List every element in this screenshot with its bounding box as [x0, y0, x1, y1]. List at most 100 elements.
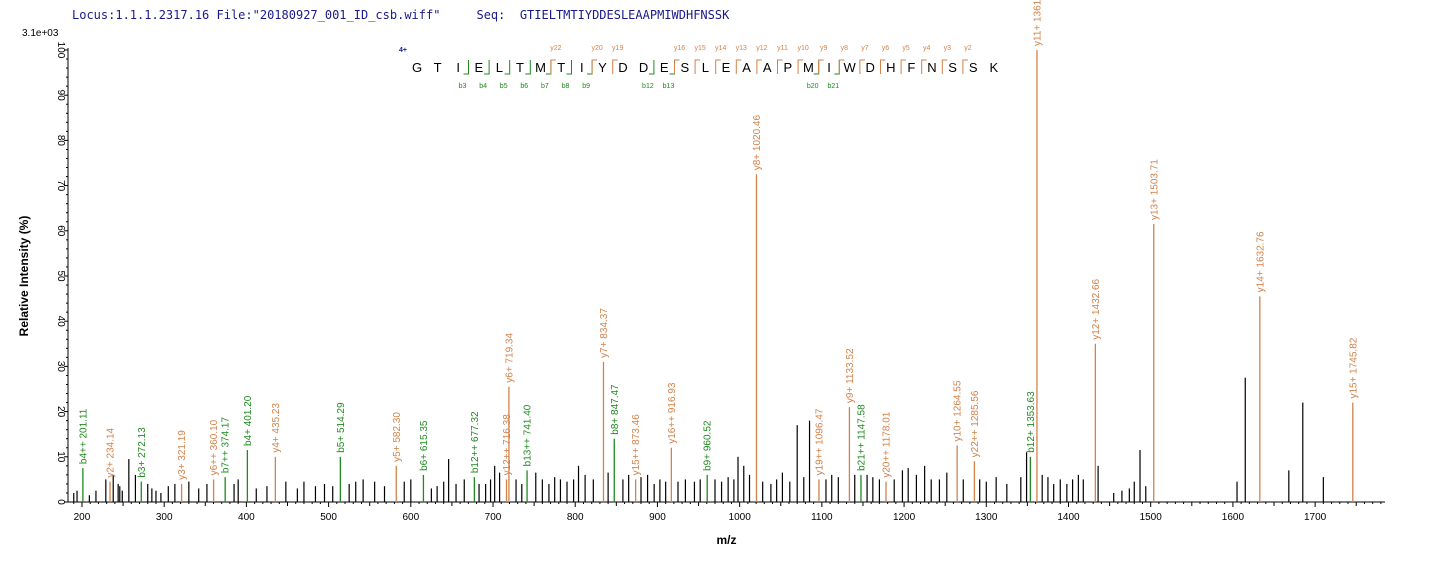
- peak-label: y8+ 1020.46: [752, 115, 763, 171]
- x-tick-label: 600: [402, 512, 419, 523]
- peak-label: y9+ 1133.52: [845, 348, 856, 403]
- peak-label: y10+ 1264.55: [953, 380, 964, 441]
- x-tick-label: 1000: [729, 512, 752, 523]
- y-tick-label: 20: [55, 406, 66, 418]
- b-ion-bracket: [484, 60, 490, 75]
- b-ion-label: b3: [459, 83, 467, 90]
- x-tick-label: 300: [156, 512, 173, 523]
- x-tick-label: 1400: [1057, 512, 1080, 523]
- y-ion-bracket: [674, 59, 680, 74]
- y-ion-bracket: [612, 59, 618, 74]
- sequence-residue: M: [535, 60, 546, 75]
- x-tick-label: 1700: [1304, 512, 1327, 523]
- y-ion-label: y22: [550, 45, 561, 52]
- x-tick-label: 400: [238, 512, 255, 523]
- b-ion-label: b21: [827, 83, 839, 90]
- y-ion-label: y3: [944, 45, 952, 52]
- y-tick-label: 50: [55, 270, 66, 282]
- peak-label: y15++ 873.46: [631, 414, 642, 476]
- peak-label: b6+ 615.35: [419, 420, 430, 471]
- x-tick-label: 1100: [811, 512, 833, 523]
- y-ion-bracket: [797, 59, 804, 74]
- y-ion-label: y8: [841, 45, 849, 52]
- sequence-residue: L: [702, 60, 709, 75]
- y-ion-label: y5: [902, 45, 910, 52]
- b-ion-bracket: [463, 60, 469, 75]
- sequence-residue: D: [618, 60, 627, 75]
- spectrum-header: Locus:1.1.1.2317.16 File:"20180927_001_I…: [72, 8, 729, 22]
- y-ion-label: y6: [882, 45, 890, 52]
- y-ion-label: y15: [694, 45, 705, 52]
- y-ion-label: y14: [715, 45, 726, 52]
- b-ion-bracket: [545, 60, 552, 75]
- y-tick-label: 10: [55, 451, 66, 463]
- sequence-residue: N: [927, 60, 936, 75]
- peak-label: b12++ 677.32: [470, 411, 481, 473]
- sequence-residue: H: [886, 60, 895, 75]
- b-ion-label: b5: [500, 83, 508, 90]
- y-ion-label: y20: [591, 45, 602, 52]
- b-ion-label: b7: [541, 83, 549, 90]
- peak-label: y6++ 360.10: [209, 419, 220, 475]
- sequence-residue: Y: [598, 60, 607, 75]
- y-ion-bracket: [756, 59, 762, 74]
- sequence-residue: W: [843, 60, 856, 75]
- y-ion-label: y16: [674, 45, 685, 52]
- sequence-residue: A: [742, 60, 751, 75]
- peak-label: y2+ 234.14: [106, 427, 117, 477]
- peak-label: y12+ 1432.66: [1091, 278, 1102, 339]
- x-tick-label: 1500: [1140, 512, 1163, 523]
- y-ion-label: y12: [756, 45, 767, 52]
- peak-label: y16++ 916.93: [667, 382, 678, 444]
- sequence-residue: D: [866, 60, 875, 75]
- peak-label: y7+ 834.37: [599, 308, 610, 358]
- peak-label: b7++ 374.17: [221, 417, 232, 474]
- y-ion-bracket: [859, 59, 865, 74]
- y-ion-bracket: [941, 59, 948, 74]
- y-ion-label: y9: [820, 45, 828, 52]
- sequence-residue: I: [580, 60, 584, 75]
- sequence-residue: G: [412, 60, 422, 75]
- sequence-residue: I: [456, 60, 460, 75]
- y-ion-label: y2: [964, 45, 972, 52]
- peak-label: b8+ 847.47: [610, 384, 621, 435]
- charge-state-label: 4+: [399, 47, 407, 54]
- y-tick-label: 80: [55, 135, 66, 147]
- peak-label: b5+ 514.29: [336, 402, 347, 453]
- annotated-peaks: b4++ 201.11 y2+ 234.14 b3+ 272.13 y3+ 321.1…: [78, 0, 1359, 502]
- y-ion-bracket: [735, 59, 742, 74]
- peak-label: y6+ 719.34: [504, 333, 515, 383]
- x-tick-label: 500: [320, 512, 337, 523]
- sequence-residue: T: [434, 60, 442, 75]
- b-ion-bracket: [834, 60, 840, 75]
- y-tick-label: 60: [55, 225, 66, 237]
- sequence-residue: T: [557, 60, 565, 75]
- y-ion-bracket: [550, 59, 556, 74]
- x-tick-label: 200: [74, 512, 91, 523]
- peak-label: b13++ 741.40: [523, 404, 534, 466]
- peak-label: b3+ 272.13: [137, 427, 148, 478]
- sequence-label: Seq: GTIELTMTIYDDESLEAAPMIWDHFNSSK: [476, 8, 730, 22]
- y-ion-label: y4: [923, 45, 931, 52]
- sequence-residue: S: [680, 60, 689, 75]
- y-tick-label: 100: [55, 42, 66, 59]
- chart-axes: 0 10 20 30 40 50 60 70 80 90 100 200 300 400 500 600 700…: [17, 28, 1385, 547]
- b-ion-label: b20: [807, 83, 819, 90]
- peak-label: y12++ 716.38: [502, 414, 513, 476]
- y-tick-label: 70: [55, 180, 66, 192]
- y-ion-bracket: [694, 59, 701, 74]
- peak-label: y19++ 1096.47: [814, 408, 825, 475]
- b-ion-bracket: [587, 60, 593, 75]
- sequence-residue: I: [827, 60, 831, 75]
- peak-label: b21++ 1147.58: [856, 404, 867, 471]
- peak-label: b12+ 1353.63: [1026, 391, 1037, 453]
- y-ion-label: y10: [797, 45, 808, 52]
- x-tick-label: 800: [567, 512, 584, 523]
- b-ion-bracket: [669, 60, 675, 75]
- sequence-residue: T: [516, 60, 524, 75]
- b-ion-label: b9: [582, 83, 590, 90]
- y-ion-bracket: [900, 59, 907, 74]
- x-tick-label: 1200: [893, 512, 916, 523]
- sequence-residue: E: [722, 60, 731, 75]
